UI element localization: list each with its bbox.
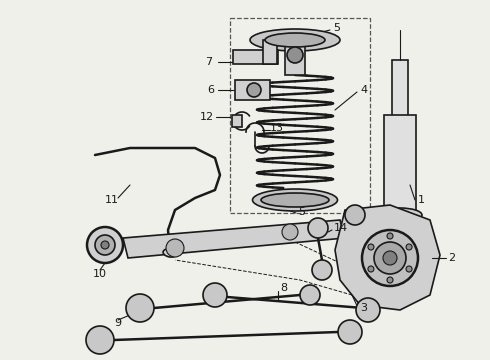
- Text: 5: 5: [333, 23, 340, 33]
- Text: 13: 13: [270, 123, 284, 133]
- Circle shape: [126, 294, 154, 322]
- Circle shape: [312, 260, 332, 280]
- Ellipse shape: [250, 29, 340, 51]
- Circle shape: [166, 239, 184, 257]
- Circle shape: [387, 277, 393, 283]
- Ellipse shape: [252, 189, 338, 211]
- FancyBboxPatch shape: [384, 115, 416, 215]
- Text: 3: 3: [360, 303, 367, 313]
- Text: 10: 10: [93, 269, 107, 279]
- Circle shape: [287, 47, 303, 63]
- Circle shape: [300, 285, 320, 305]
- FancyBboxPatch shape: [235, 80, 270, 100]
- Circle shape: [86, 326, 114, 354]
- Circle shape: [368, 244, 374, 250]
- Text: 7: 7: [205, 57, 212, 67]
- Circle shape: [374, 242, 406, 274]
- Text: 5: 5: [298, 207, 305, 217]
- Circle shape: [345, 205, 365, 225]
- Text: 6: 6: [207, 85, 214, 95]
- Polygon shape: [123, 220, 345, 258]
- FancyBboxPatch shape: [285, 40, 305, 75]
- Text: 2: 2: [448, 253, 455, 263]
- Circle shape: [356, 298, 380, 322]
- Text: 11: 11: [105, 195, 119, 205]
- Circle shape: [368, 266, 374, 272]
- Text: 14: 14: [334, 223, 348, 233]
- Ellipse shape: [378, 208, 422, 222]
- Text: 9: 9: [115, 318, 122, 328]
- Circle shape: [87, 227, 123, 263]
- FancyBboxPatch shape: [263, 40, 277, 64]
- Circle shape: [338, 320, 362, 344]
- Polygon shape: [335, 205, 440, 310]
- Circle shape: [406, 266, 412, 272]
- Ellipse shape: [163, 249, 177, 257]
- Circle shape: [203, 283, 227, 307]
- Circle shape: [308, 218, 328, 238]
- Circle shape: [95, 235, 115, 255]
- Circle shape: [387, 233, 393, 239]
- Ellipse shape: [261, 193, 329, 207]
- Circle shape: [406, 244, 412, 250]
- Ellipse shape: [265, 33, 325, 47]
- Circle shape: [282, 224, 298, 240]
- Text: 12: 12: [200, 112, 214, 122]
- Circle shape: [247, 83, 261, 97]
- FancyBboxPatch shape: [232, 115, 242, 127]
- Text: 4: 4: [360, 85, 367, 95]
- FancyBboxPatch shape: [392, 60, 408, 120]
- Circle shape: [101, 241, 109, 249]
- Ellipse shape: [388, 290, 412, 300]
- Circle shape: [383, 251, 397, 265]
- Text: 8: 8: [280, 283, 287, 293]
- Circle shape: [362, 230, 418, 286]
- Text: 1: 1: [418, 195, 425, 205]
- FancyBboxPatch shape: [233, 50, 278, 64]
- Bar: [230, 18, 370, 213]
